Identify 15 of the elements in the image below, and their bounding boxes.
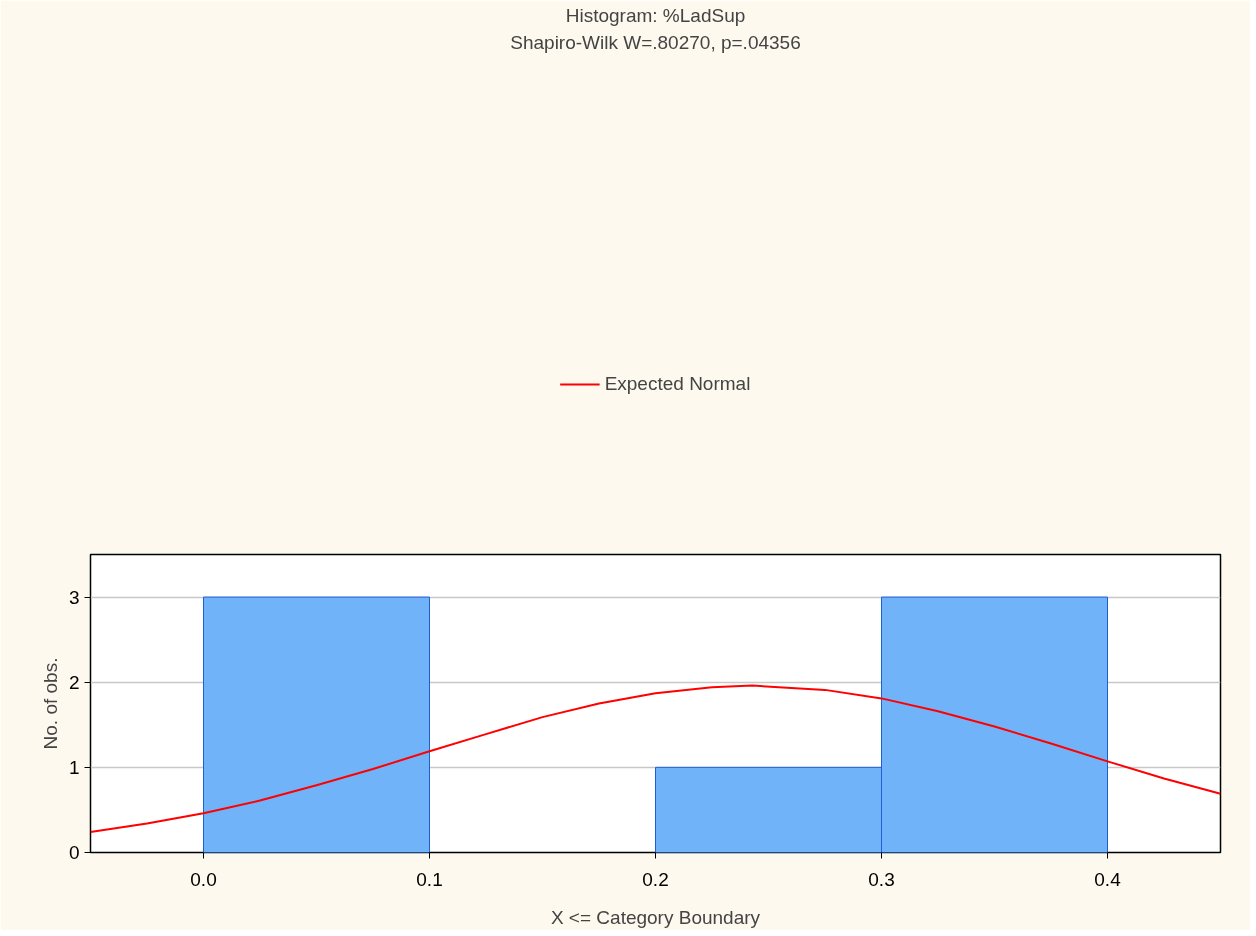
y-tick-label: 0	[68, 842, 80, 863]
chart-title: Histogram: %LadSup	[565, 4, 746, 26]
x-tick-label: 0.1	[416, 868, 443, 890]
x-tick-label: 0.4	[1094, 868, 1122, 890]
y-tick-label: 3	[68, 586, 80, 608]
legend-label: Expected Normal	[604, 372, 751, 395]
line-series	[90, 684, 1221, 834]
chart-subtitle: Shapiro-Wilk W=.80270, p=.04356	[510, 31, 801, 53]
x-axis-title: X <= Category Boundary	[550, 906, 761, 928]
y-tick-label: 1	[68, 756, 80, 778]
y-axis-title: No. of obs.	[39, 657, 61, 750]
x-tick-label: 0.3	[868, 868, 895, 890]
x-tick-label: 0.0	[190, 868, 217, 890]
y-tick-label: 2	[68, 671, 80, 693]
x-tick-label: 0.2	[642, 868, 669, 890]
